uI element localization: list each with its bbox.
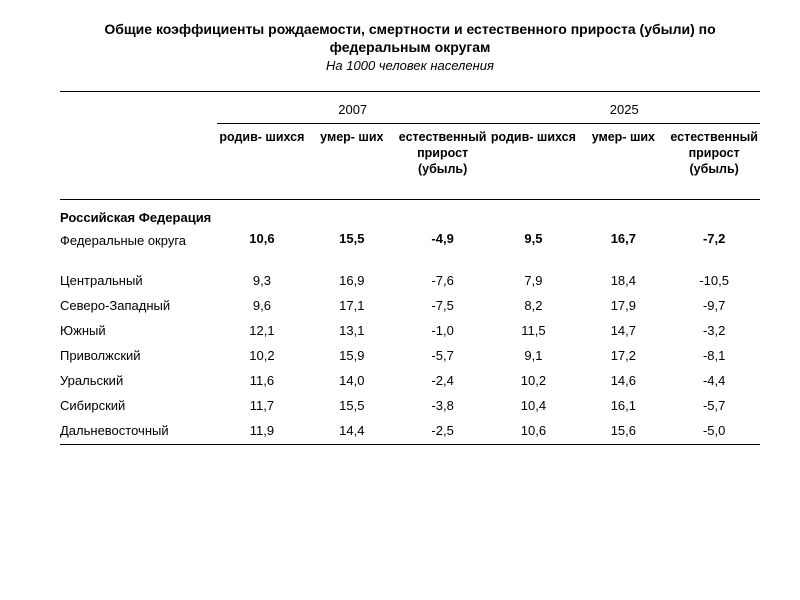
data-table: 2007 2025 родив- шихся умер- ших естеств… [60,92,760,445]
row-y2-born: 10,6 [488,418,578,445]
year-2025: 2025 [488,92,760,124]
col-died-2: умер- ших [578,124,668,200]
row-label: Дальневосточный [60,418,217,445]
row-y1-nat: -5,7 [397,343,489,368]
row-y2-nat: -8,1 [668,343,760,368]
row-y2-born: 10,2 [488,368,578,393]
col-died-1: умер- ших [307,124,397,200]
row-label: Северо-Западный [60,293,217,318]
col-born-2: родив- шихся [488,124,578,200]
row-y2-nat: -4,4 [668,368,760,393]
row-y1-born: 11,9 [217,418,307,445]
row-y1-died: 16,9 [307,268,397,293]
row-y1-nat: -1,0 [397,318,489,343]
row-label: Южный [60,318,217,343]
row-y2-died: 16,1 [578,393,668,418]
row-y1-died: 14,0 [307,368,397,393]
table-row: Южный12,113,1-1,011,514,7-3,2 [60,318,760,343]
row-y1-nat: -3,8 [397,393,489,418]
rf-row: Российская Федерация 10,6 15,5 -4,9 9,5 … [60,200,760,228]
row-y2-nat: -9,7 [668,293,760,318]
rf-y2-died: 16,7 [578,200,668,269]
row-label: Центральный [60,268,217,293]
year-2007: 2007 [217,92,489,124]
row-y2-nat: -5,0 [668,418,760,445]
row-y2-nat: -10,5 [668,268,760,293]
row-y1-born: 9,3 [217,268,307,293]
row-y1-born: 9,6 [217,293,307,318]
row-y1-born: 10,2 [217,343,307,368]
row-y2-died: 14,7 [578,318,668,343]
year-header-row: 2007 2025 [60,92,760,124]
rf-y1-nat: -4,9 [397,200,489,269]
row-label: Приволжский [60,343,217,368]
row-y1-born: 12,1 [217,318,307,343]
row-y2-died: 15,6 [578,418,668,445]
rf-y2-born: 9,5 [488,200,578,269]
rf-y2-nat: -7,2 [668,200,760,269]
row-y1-died: 15,5 [307,393,397,418]
table-container: Общие коэффициенты рождаемости, смертнос… [0,0,800,600]
row-y1-died: 17,1 [307,293,397,318]
row-y2-nat: -5,7 [668,393,760,418]
title-block: Общие коэффициенты рождаемости, смертнос… [60,20,760,92]
row-y2-born: 11,5 [488,318,578,343]
row-y2-born: 7,9 [488,268,578,293]
row-y2-nat: -3,2 [668,318,760,343]
row-y2-born: 9,1 [488,343,578,368]
table-row: Приволжский10,215,9-5,79,117,2-8,1 [60,343,760,368]
row-label: Сибирский [60,393,217,418]
table-row: Дальневосточный11,914,4-2,510,615,6-5,0 [60,418,760,445]
row-y1-nat: -7,5 [397,293,489,318]
table-row: Уральский11,614,0-2,410,214,6-4,4 [60,368,760,393]
col-natural-2: естественный прирост (убыль) [668,124,760,200]
row-y2-born: 8,2 [488,293,578,318]
table-row: Сибирский11,715,5-3,810,416,1-5,7 [60,393,760,418]
col-born-1: родив- шихся [217,124,307,200]
title-main: Общие коэффициенты рождаемости, смертнос… [70,20,750,56]
row-y2-died: 14,6 [578,368,668,393]
row-y1-born: 11,7 [217,393,307,418]
table-row: Центральный9,316,9-7,67,918,4-10,5 [60,268,760,293]
federal-okruga-label: Федеральные округа [60,227,217,268]
row-y1-born: 11,6 [217,368,307,393]
rf-label: Российская Федерация [60,200,217,228]
row-y1-died: 13,1 [307,318,397,343]
row-y2-died: 17,2 [578,343,668,368]
row-label: Уральский [60,368,217,393]
rf-y1-born: 10,6 [217,200,307,269]
row-y1-died: 15,9 [307,343,397,368]
row-y2-died: 18,4 [578,268,668,293]
row-y1-nat: -2,5 [397,418,489,445]
title-subtitle: На 1000 человек населения [70,58,750,73]
table-row: Северо-Западный9,617,1-7,58,217,9-9,7 [60,293,760,318]
col-natural-1: естественный прирост (убыль) [397,124,489,200]
rf-y1-died: 15,5 [307,200,397,269]
row-y2-died: 17,9 [578,293,668,318]
sub-header-row: родив- шихся умер- ших естественный прир… [60,124,760,200]
row-y1-died: 14,4 [307,418,397,445]
row-y1-nat: -2,4 [397,368,489,393]
row-y1-nat: -7,6 [397,268,489,293]
row-y2-born: 10,4 [488,393,578,418]
